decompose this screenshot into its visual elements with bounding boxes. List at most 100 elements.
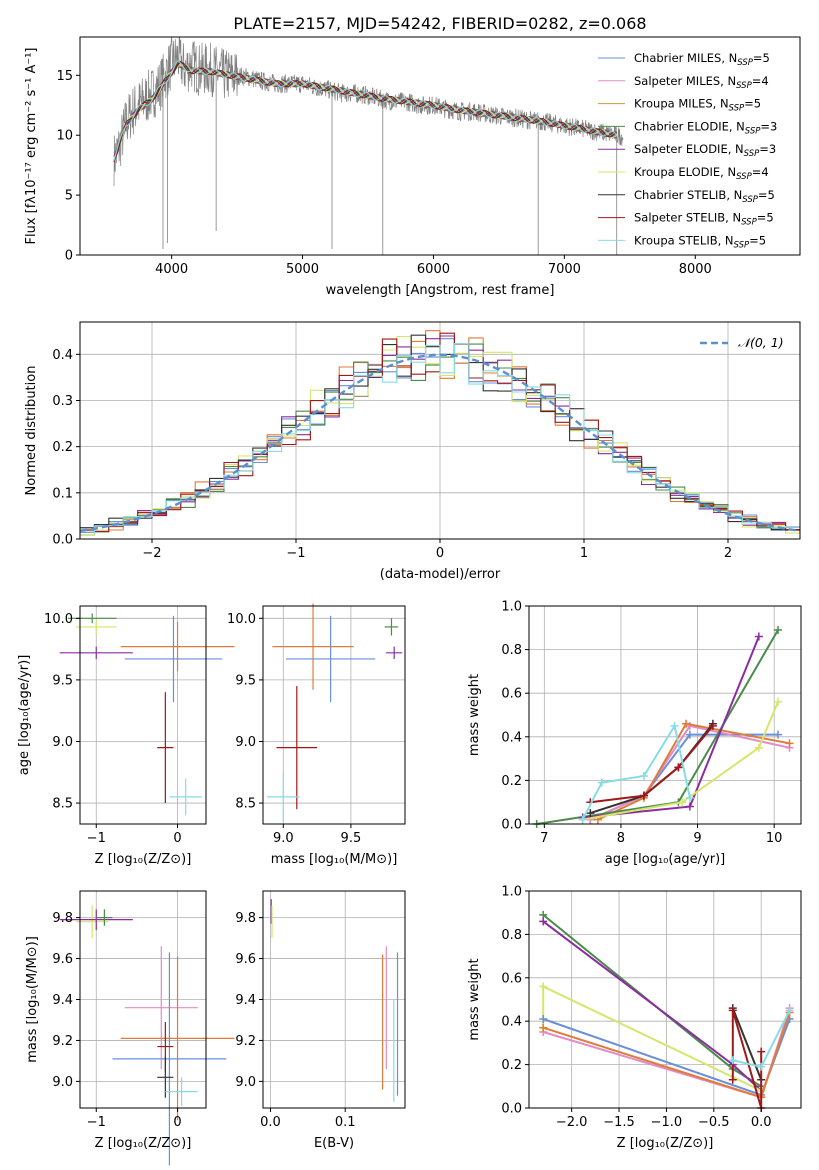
y-tick-label: 0.8 bbox=[501, 928, 522, 943]
x-axis-label: E(B-V) bbox=[314, 1136, 354, 1151]
x-tick-label: 6000 bbox=[417, 262, 450, 277]
legend-entry-count: =4 bbox=[752, 74, 769, 88]
data-point-marker bbox=[539, 1023, 548, 1032]
x-tick-label: 4000 bbox=[155, 262, 188, 277]
y-tick-label: 0.6 bbox=[501, 971, 522, 986]
legend-entry: 𝒩(0, 1) bbox=[738, 335, 784, 350]
legend-entry: Chabrier MILES, NSSP=5 bbox=[634, 51, 770, 68]
legend-entry-name: Kroupa STELIB, N bbox=[634, 233, 734, 247]
x-tick-label: −0.5 bbox=[698, 1115, 730, 1130]
data-point-marker bbox=[728, 1075, 737, 1084]
mass-weight-line bbox=[590, 725, 714, 804]
y-tick-label: 0.0 bbox=[52, 533, 73, 548]
mass-weight-line bbox=[582, 701, 779, 821]
data-point-marker bbox=[682, 719, 691, 728]
x-axis-label: Z [log₁₀(Z/Z⊙)] bbox=[95, 1136, 192, 1151]
legend-entry-subscript: SSP bbox=[745, 126, 761, 136]
legend-entry-count: =3 bbox=[759, 142, 776, 156]
model-spectrum-line bbox=[113, 62, 617, 162]
y-tick-label: 9.5 bbox=[235, 673, 256, 688]
model-spectrum-line bbox=[113, 60, 618, 161]
y-tick-label: 0.4 bbox=[501, 1015, 522, 1030]
x-tick-label: 2 bbox=[724, 546, 732, 561]
y-tick-label: 9.0 bbox=[235, 735, 256, 750]
y-tick-label: 15 bbox=[56, 69, 73, 84]
axes-frame bbox=[528, 890, 802, 1109]
x-tick-label: 9.0 bbox=[273, 831, 294, 846]
mass-weight-line bbox=[536, 629, 779, 825]
legend-entry-subscript: SSP bbox=[741, 218, 757, 228]
y-tick-label: 0.0 bbox=[501, 818, 522, 833]
x-tick-label: −2.0 bbox=[556, 1115, 588, 1130]
data-point-marker bbox=[670, 721, 679, 730]
data-point-marker bbox=[774, 730, 783, 739]
legend-entry-name: Salpeter ELODIE, N bbox=[634, 142, 744, 156]
legend-entry-name: Kroupa ELODIE, N bbox=[634, 165, 736, 179]
mass-weight-line bbox=[731, 1007, 763, 1081]
y-axis-label: Flux [fλ10⁻¹⁷ erg cm⁻² s⁻¹ A⁻¹] bbox=[24, 48, 39, 245]
y-tick-label: 9.8 bbox=[235, 911, 256, 926]
y-axis-label: Normed distribution bbox=[24, 366, 39, 496]
x-tick-label: −1 bbox=[87, 1115, 106, 1130]
y-tick-label: 0.0 bbox=[501, 1102, 522, 1117]
y-tick-label: 9.4 bbox=[235, 993, 256, 1008]
data-point-marker bbox=[728, 1006, 737, 1015]
legend-entry-subscript: SSP bbox=[736, 172, 752, 182]
y-tick-label: 9.2 bbox=[52, 1034, 73, 1049]
x-tick-label: −2 bbox=[142, 546, 161, 561]
x-tick-label: 7000 bbox=[548, 262, 581, 277]
y-tick-label: 9.0 bbox=[52, 1075, 73, 1090]
legend-entry: Salpeter STELIB, NSSP=5 bbox=[634, 211, 774, 228]
y-tick-label: 0.1 bbox=[52, 486, 73, 501]
y-tick-label: 9.4 bbox=[52, 993, 73, 1008]
data-point-marker bbox=[774, 697, 783, 706]
legend-entry-count: =4 bbox=[752, 165, 769, 179]
y-tick-label: 0.8 bbox=[501, 643, 522, 658]
x-tick-label: 0.0 bbox=[260, 1115, 281, 1130]
legend-entry: Kroupa STELIB, NSSP=5 bbox=[634, 233, 766, 250]
legend-entry-name: Chabrier STELIB, N bbox=[634, 188, 742, 202]
y-tick-label: 10.0 bbox=[44, 612, 73, 627]
data-point-marker bbox=[754, 743, 763, 752]
y-tick-label: 1.0 bbox=[501, 600, 522, 615]
legend-entry-subscript: SSP bbox=[742, 195, 758, 205]
residual-histogram-panel: 𝒩(0, 1) −2 −1 0 1 2 0.0 0.1 0.2 0.3 0.4 (data-model… bbox=[24, 321, 801, 582]
data-point-marker bbox=[685, 793, 694, 802]
legend-entry: Salpeter ELODIE, NSSP=3 bbox=[634, 142, 776, 159]
y-axis-label: mass weight bbox=[467, 674, 482, 756]
data-point-marker bbox=[785, 739, 794, 748]
age-vs-metallicity-panel: −1 0 8.5 9.0 9.5 10.0 Z [log₁₀(Z/Z⊙)] age [log₁… bbox=[17, 605, 235, 867]
data-point-marker bbox=[674, 763, 683, 772]
y-tick-label: 9.6 bbox=[52, 952, 73, 967]
legend-entry-count: =5 bbox=[749, 233, 766, 247]
data-point-marker bbox=[578, 815, 587, 824]
plot-area bbox=[80, 330, 800, 536]
x-tick-label: 0.0 bbox=[751, 1115, 772, 1130]
data-point-marker bbox=[685, 802, 694, 811]
legend-entry-subscript: SSP bbox=[736, 81, 752, 91]
data-point-marker bbox=[586, 809, 595, 818]
y-tick-label: 9.2 bbox=[235, 1034, 256, 1049]
y-tick-label: 9.8 bbox=[52, 911, 73, 926]
data-point-marker bbox=[757, 1047, 766, 1056]
y-axis-label: age [log₁₀(age/yr)] bbox=[17, 655, 32, 776]
legend-entry-name: Salpeter STELIB, N bbox=[634, 211, 741, 225]
y-tick-label: 10 bbox=[56, 129, 73, 144]
legend-entry: Salpeter MILES, NSSP=4 bbox=[634, 74, 769, 91]
axes-frame bbox=[79, 36, 801, 256]
data-point-marker bbox=[785, 1006, 794, 1015]
x-tick-label: 9.5 bbox=[341, 831, 362, 846]
legend-entry-subscript: SSP bbox=[734, 240, 750, 250]
x-axis-label: Z [log₁₀(Z/Z⊙)] bbox=[617, 1136, 714, 1151]
y-tick-label: 10.0 bbox=[227, 612, 256, 627]
data-point-marker bbox=[539, 1015, 548, 1024]
y-tick-label: 0.2 bbox=[501, 774, 522, 789]
y-tick-label: 0 bbox=[65, 249, 73, 264]
x-tick-label: −1.0 bbox=[651, 1115, 683, 1130]
x-tick-label: 9 bbox=[693, 831, 701, 846]
legend-entry-subscript: SSP bbox=[744, 149, 760, 159]
x-tick-label: 0.1 bbox=[335, 1115, 356, 1130]
y-axis-label: mass weight bbox=[467, 958, 482, 1040]
age-vs-mass-panel: 9.0 9.5 8.5 9.0 9.5 10.0 mass [log₁₀(M/M⊙)] bbox=[227, 603, 406, 867]
mass-vs-metallicity-panel: −1 0 9.0 9.2 9.4 9.6 9.8 Z [log₁₀(Z/Z⊙)] mass [l… bbox=[25, 890, 235, 1166]
